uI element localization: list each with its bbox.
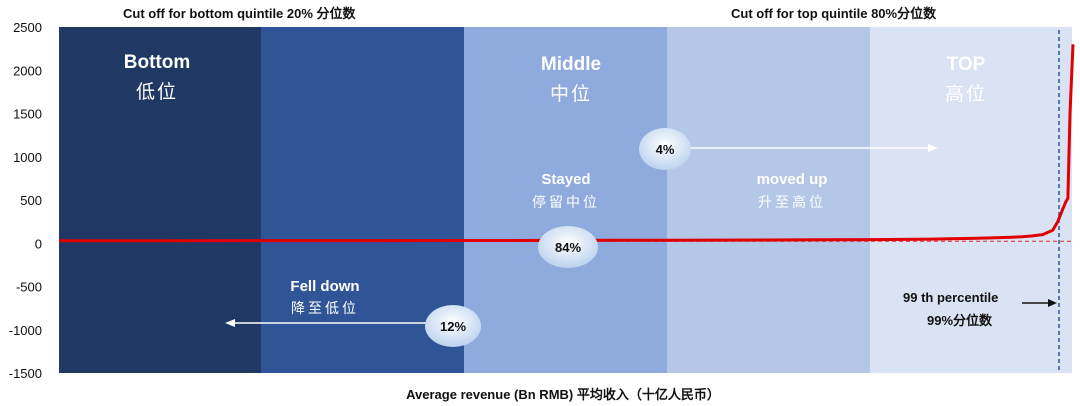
band-top — [870, 27, 1072, 373]
fell-down-label-zh: 降至低位 — [291, 300, 359, 316]
moved-up-arrow — [688, 144, 938, 152]
band-upper-middle — [667, 27, 870, 373]
bottom-quintile-caption: Cut off for bottom quintile 20% 分位数 — [123, 6, 357, 21]
band-label-middle-zh: 中位 — [550, 83, 592, 105]
fell-down-label-en: Fell down — [290, 278, 359, 295]
y-tick-label: 0 — [35, 236, 42, 251]
x-axis-label: Average revenue (Bn RMB) 平均收入（十亿人民币） — [406, 387, 720, 402]
bubble-moved-up: 4% — [639, 128, 691, 170]
band-label-top-en: TOP — [947, 54, 986, 75]
band-label-top-zh: 高位 — [945, 83, 987, 105]
y-tick-label: -1000 — [9, 323, 42, 338]
top-quintile-caption: Cut off for top quintile 80%分位数 — [731, 6, 937, 21]
band-label-middle-en: Middle — [541, 54, 601, 75]
pct-moved-up: 4% — [656, 142, 675, 157]
band-label-bottom-zh: 低位 — [136, 81, 178, 103]
p99-note-line1: 99 th percentile — [903, 290, 998, 305]
fell-down-arrow — [225, 319, 430, 327]
bubble-stayed: 84% — [538, 226, 598, 268]
y-axis: 2500 2000 1500 1000 500 0 -500 -1000 -15… — [9, 20, 42, 381]
y-tick-label: 2500 — [13, 20, 42, 35]
band-bottom — [59, 27, 261, 373]
stayed-label-zh: 停留中位 — [532, 194, 600, 210]
p99-note-arrow — [1022, 299, 1057, 307]
band-label-bottom-en: Bottom — [124, 52, 190, 73]
y-tick-label: 1000 — [13, 150, 42, 165]
y-tick-label: -1500 — [9, 366, 42, 381]
p99-note-line2: 99%分位数 — [927, 313, 993, 328]
y-tick-label: 2000 — [13, 63, 42, 78]
revenue-series-line — [59, 44, 1075, 243]
y-tick-label: -500 — [16, 280, 42, 295]
y-tick-label: 500 — [20, 193, 42, 208]
pct-stayed: 84% — [555, 240, 581, 255]
moved-up-label-zh: 升至高位 — [758, 194, 826, 210]
moved-up-label-en: moved up — [757, 171, 828, 188]
bubble-fell-down: 12% — [425, 305, 481, 347]
stayed-label-en: Stayed — [541, 171, 590, 188]
pct-fell-down: 12% — [440, 319, 466, 334]
band-middle — [464, 27, 667, 373]
y-tick-label: 1500 — [13, 107, 42, 122]
